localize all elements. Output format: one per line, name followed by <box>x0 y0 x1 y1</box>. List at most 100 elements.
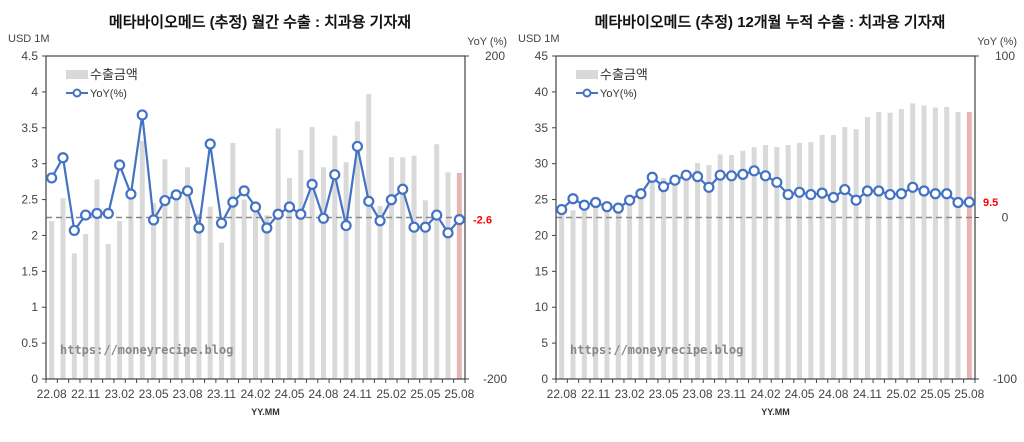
bar <box>49 221 55 379</box>
yoy-point <box>737 168 749 180</box>
yoy-point <box>782 188 794 201</box>
yoy-point <box>397 183 409 195</box>
bar <box>661 178 667 379</box>
bar <box>717 154 723 379</box>
x-tick-label: 24.08 <box>818 387 848 401</box>
x-tick-label: 24.08 <box>308 387 338 401</box>
y2-tick-label: 200 <box>485 49 505 63</box>
x-tick-label: 23.05 <box>649 387 679 401</box>
bar <box>105 244 111 379</box>
x-tick-label: 23.11 <box>717 387 746 401</box>
bar <box>559 213 565 379</box>
yoy-point <box>941 188 953 200</box>
yoy-point <box>193 222 205 234</box>
x-tick-label: 24.05 <box>784 387 814 401</box>
bar <box>354 121 360 379</box>
bar <box>128 199 134 379</box>
bar <box>309 127 315 379</box>
bar <box>774 147 780 379</box>
bar <box>604 203 610 379</box>
bar <box>898 109 904 380</box>
yoy-point <box>567 193 579 205</box>
bar <box>320 167 326 379</box>
yoy-point <box>963 196 975 208</box>
legend-bar-swatch <box>66 70 88 79</box>
yoy-point <box>635 188 647 200</box>
yoy-point <box>556 203 568 216</box>
chart-monthly: 메타바이오메드 (추정) 월간 수출 : 치과용 기자재 USD 1M YoY (%… <box>8 13 507 417</box>
yoy-point <box>601 201 613 213</box>
yoy-point <box>442 227 454 239</box>
bar <box>695 162 701 379</box>
y-tick-label: 20 <box>535 228 549 242</box>
yoy-point <box>703 181 715 193</box>
y-tick-label: 25 <box>535 193 549 207</box>
yoy-point <box>46 172 58 184</box>
x-tick-label: 22.11 <box>71 387 100 401</box>
legend-bar-label: 수출금액 <box>600 67 648 82</box>
yoy-point <box>374 215 386 227</box>
bar <box>593 203 599 379</box>
y-tick-label: 3.5 <box>21 121 38 135</box>
x-tick-label: 25.08 <box>444 387 474 401</box>
x-tick-label: 22.08 <box>547 387 577 401</box>
legend-bar-swatch <box>576 70 598 79</box>
yoy-point <box>385 194 397 206</box>
yoy-point <box>159 194 171 207</box>
bar <box>683 170 689 379</box>
yoy-point <box>827 191 840 204</box>
yoy-point <box>283 201 296 213</box>
y-axis-label: USD 1M <box>518 33 560 45</box>
yoy-point <box>578 199 590 211</box>
bar <box>842 127 848 379</box>
bar <box>649 181 655 379</box>
watermark: https://moneyrecipe.blog <box>60 343 233 357</box>
y-tick-label: 4.5 <box>21 49 38 63</box>
chart-title: 메타바이오메드 (추정) 12개월 누적 수출 : 치과용 기자재 <box>595 13 946 31</box>
legend-line-label: YoY(%) <box>90 88 127 100</box>
yoy-point <box>590 196 602 209</box>
legend-bar-label: 수출금액 <box>90 67 138 82</box>
yoy-point <box>861 185 874 197</box>
yoy-point <box>691 171 704 183</box>
x-tick-label: 25.08 <box>954 387 984 401</box>
yoy-point <box>646 171 658 183</box>
yoy-point <box>793 186 806 198</box>
bar <box>785 145 791 379</box>
y-tick-label: 40 <box>535 85 549 99</box>
yoy-point <box>816 187 828 199</box>
yoy-point <box>624 194 636 206</box>
bar <box>94 179 100 379</box>
x-tick-label: 25.05 <box>410 387 440 401</box>
bar <box>876 111 882 379</box>
x-tick-label: 25.02 <box>376 387 406 401</box>
bar <box>627 199 633 379</box>
bar <box>615 203 621 379</box>
bar <box>706 165 712 379</box>
yoy-point <box>884 188 896 201</box>
bar <box>808 142 814 379</box>
x-tick-label: 25.05 <box>920 387 950 401</box>
y2-tick-label: -100 <box>993 372 1017 386</box>
bar <box>366 94 372 379</box>
yoy-point <box>657 181 670 193</box>
yoy-point <box>147 214 160 226</box>
bar <box>264 215 270 379</box>
yoy-point <box>929 188 941 200</box>
yoy-point <box>272 208 284 220</box>
bar <box>434 144 440 379</box>
yoy-point <box>850 194 862 206</box>
y-tick-label: 30 <box>535 157 549 171</box>
bar <box>729 155 735 379</box>
x-tick-label: 24.02 <box>750 387 780 401</box>
bar <box>139 140 145 379</box>
yoy-point <box>873 185 885 197</box>
bar <box>343 162 349 379</box>
yoy-point <box>227 196 239 208</box>
y-tick-label: 1 <box>31 300 38 314</box>
x-tick-label: 24.11 <box>343 387 372 401</box>
yoy-point <box>805 188 817 201</box>
x-axis-label: YY.MM <box>761 407 790 417</box>
bar <box>219 242 225 379</box>
yoy-point <box>431 209 443 221</box>
